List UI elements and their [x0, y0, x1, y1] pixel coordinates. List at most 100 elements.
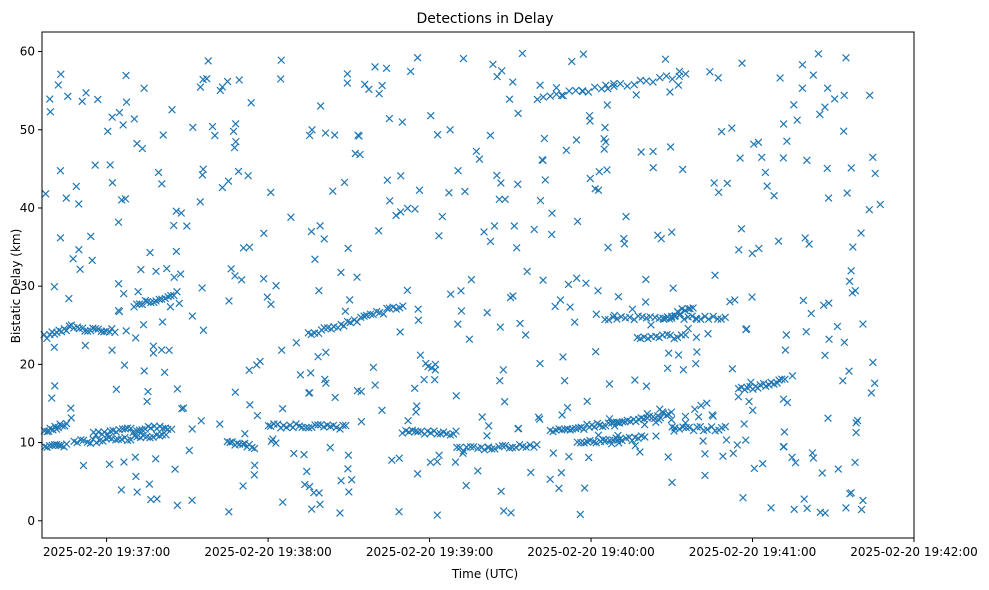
data-point	[533, 440, 541, 449]
x-tick-label: 2025-02-20 19:42:00	[850, 545, 977, 559]
data-point	[711, 271, 719, 280]
data-point	[564, 280, 573, 289]
data-point	[845, 277, 854, 286]
data-point	[664, 349, 673, 357]
data-point	[45, 95, 54, 103]
data-point	[610, 311, 619, 320]
data-point	[498, 441, 507, 450]
data-point	[371, 381, 379, 389]
data-point	[536, 196, 545, 205]
data-point	[378, 81, 386, 90]
data-point	[823, 164, 832, 173]
data-point	[539, 156, 547, 165]
data-point	[67, 414, 76, 422]
data-point	[123, 424, 132, 432]
data-point	[523, 267, 531, 276]
data-point	[277, 56, 286, 65]
data-point	[188, 496, 196, 505]
data-point	[754, 138, 763, 147]
data-point	[454, 166, 462, 175]
data-point	[250, 471, 259, 479]
data-point	[574, 423, 583, 432]
data-point	[579, 50, 588, 59]
data-point	[539, 276, 547, 285]
data-point	[345, 296, 354, 304]
data-point	[824, 299, 833, 307]
y-tick-label: 10	[20, 436, 35, 450]
data-point	[615, 439, 623, 447]
data-point	[157, 179, 166, 188]
data-point	[774, 237, 783, 245]
data-point	[589, 438, 598, 446]
data-point	[478, 413, 487, 421]
data-point	[563, 403, 572, 412]
data-point	[122, 327, 131, 335]
data-point	[551, 302, 559, 311]
data-point	[289, 449, 298, 458]
data-point	[239, 244, 248, 252]
data-point	[188, 312, 197, 320]
data-point	[343, 70, 352, 78]
data-point	[396, 172, 405, 180]
data-point	[653, 231, 662, 240]
data-point	[807, 309, 816, 318]
data-point	[666, 143, 675, 151]
data-point	[395, 507, 403, 516]
data-point	[570, 318, 579, 326]
data-point	[232, 137, 240, 146]
data-point	[791, 458, 800, 467]
data-point	[147, 298, 155, 307]
data-point	[198, 284, 206, 292]
data-point	[167, 425, 176, 434]
data-point	[649, 147, 657, 156]
data-point	[166, 302, 175, 311]
data-point	[315, 286, 323, 295]
data-point	[421, 359, 430, 368]
data-point	[414, 427, 422, 436]
data-point	[253, 411, 262, 420]
data-point	[69, 254, 77, 263]
data-point	[580, 425, 588, 434]
data-point	[818, 469, 827, 477]
data-point	[499, 507, 508, 515]
data-point	[526, 468, 535, 477]
data-point	[344, 244, 353, 253]
data-point	[679, 365, 688, 374]
data-point	[565, 452, 573, 461]
y-tick-label: 0	[27, 514, 35, 528]
data-point	[73, 438, 81, 447]
data-point	[353, 273, 361, 282]
data-point	[678, 165, 687, 174]
data-point	[689, 304, 697, 312]
data-point	[680, 315, 688, 324]
data-point	[234, 167, 243, 176]
data-point	[108, 346, 116, 354]
data-point	[782, 331, 791, 339]
data-point	[713, 315, 722, 323]
data-point	[166, 291, 175, 300]
data-point	[748, 293, 756, 301]
data-point	[667, 415, 676, 424]
data-point	[681, 419, 690, 427]
data-point	[497, 67, 506, 75]
data-point	[721, 313, 730, 322]
y-axis: 0 10 20 30 40 50 60	[20, 45, 42, 528]
data-point	[446, 290, 455, 299]
data-point	[50, 282, 59, 291]
data-point	[105, 460, 114, 469]
data-point	[490, 445, 499, 453]
data-point	[433, 511, 442, 519]
data-point	[151, 454, 160, 463]
data-point	[757, 153, 766, 162]
data-point	[134, 287, 142, 296]
data-point	[533, 95, 542, 104]
data-point	[351, 149, 360, 158]
data-point	[604, 315, 613, 324]
data-point	[722, 436, 731, 444]
data-point	[322, 379, 330, 387]
data-point	[208, 122, 217, 131]
data-point	[266, 422, 275, 430]
data-point	[469, 443, 478, 451]
x-tick-label: 2025-02-20 19:41:00	[689, 545, 816, 559]
data-point	[601, 138, 610, 146]
